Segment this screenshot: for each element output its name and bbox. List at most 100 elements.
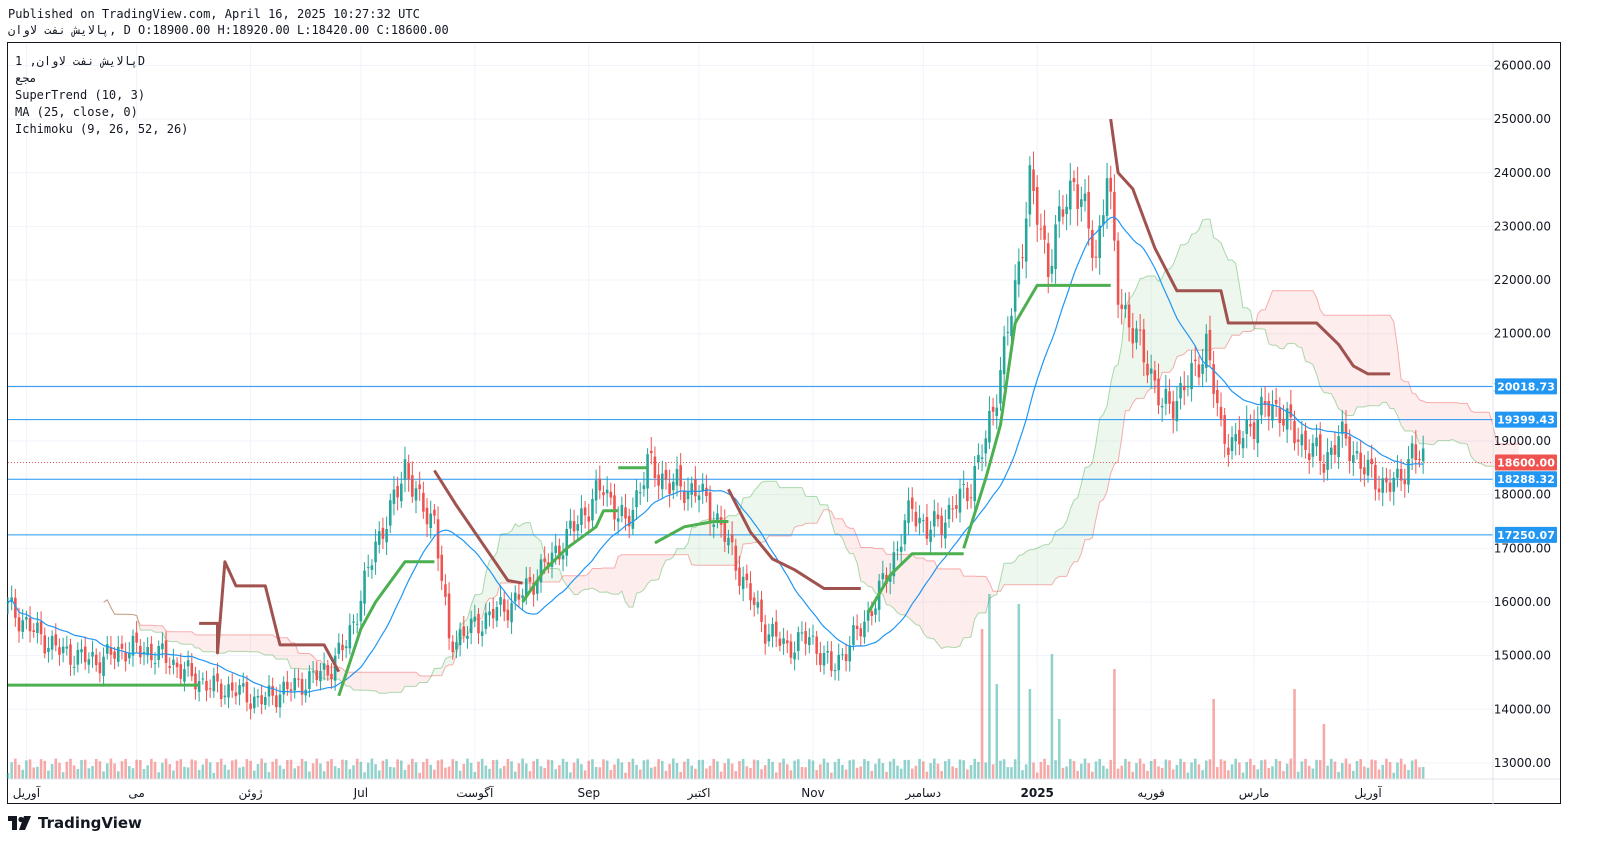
- volume-bar: [366, 762, 370, 779]
- ichimoku-cloud-segment: [824, 504, 828, 510]
- ichimoku-cloud-segment: [772, 481, 777, 536]
- ichimoku-cloud-segment: [585, 573, 589, 590]
- volume-bar: [888, 761, 892, 779]
- candle-body: [69, 644, 72, 665]
- volume-bar: [32, 767, 36, 779]
- volume-bar: [977, 761, 980, 779]
- candle-body: [451, 641, 455, 653]
- brand-footer[interactable]: TradingView: [8, 814, 142, 832]
- candle-body: [212, 675, 216, 692]
- volume-bar: [1010, 767, 1013, 779]
- ichimoku-cloud-segment: [603, 568, 608, 593]
- ichimoku-cloud-segment: [1051, 531, 1056, 585]
- ichimoku-cloud-segment: [757, 482, 762, 543]
- ichimoku-cloud-segment: [232, 634, 236, 652]
- volume-bar: [771, 761, 774, 779]
- candle-body: [1028, 165, 1032, 215]
- legend-supertrend[interactable]: SuperTrend (10, 3): [15, 88, 146, 102]
- candle-body: [679, 465, 682, 487]
- volume-bar: [1407, 770, 1410, 779]
- volume-bar: [638, 769, 642, 779]
- x-tick-label: آوریل: [1354, 785, 1382, 801]
- candle-body: [565, 528, 568, 556]
- volume-bar: [109, 758, 113, 779]
- candle-body: [230, 682, 234, 691]
- ichimoku-cloud-segment: [1077, 484, 1082, 562]
- volume-bar: [1296, 771, 1300, 779]
- price-chart[interactable]: 13000.00 14000.00 15000.00 16000.00 17000.00…: [0, 0, 1598, 810]
- candle-body: [234, 692, 238, 697]
- ichimoku-cloud-segment: [592, 568, 597, 590]
- candle-body: [385, 528, 388, 543]
- volume-bar: [502, 765, 506, 779]
- candle-body: [414, 488, 418, 501]
- ichimoku-cloud-segment: [1029, 549, 1034, 585]
- ichimoku-cloud-segment: [1198, 219, 1203, 351]
- volume-bar: [683, 761, 686, 779]
- volume-bar: [47, 770, 50, 779]
- ichimoku-cloud-segment: [662, 554, 666, 568]
- candle-body: [238, 685, 241, 695]
- legend-ichimoku[interactable]: Ichimoku (9, 26, 52, 26): [15, 122, 189, 136]
- candle-body: [1333, 445, 1337, 455]
- volume-bar: [1182, 762, 1186, 779]
- ichimoku-cloud-segment: [1044, 544, 1049, 585]
- candle-body: [21, 620, 24, 632]
- ichimoku-cloud-segment: [838, 518, 843, 539]
- volume-bar: [260, 758, 263, 779]
- candle-body: [400, 483, 403, 502]
- ichimoku-cloud-segment: [607, 568, 611, 594]
- volume-bar: [752, 759, 756, 779]
- candle-body: [208, 688, 212, 690]
- volume-bar: [933, 758, 936, 779]
- ichimoku-cloud-segment: [1136, 278, 1141, 399]
- volume-bar: [1396, 762, 1399, 779]
- volume-bar: [936, 763, 940, 779]
- volume-bar: [793, 760, 796, 779]
- candle-body: [1271, 404, 1274, 421]
- candle-body: [1002, 336, 1006, 375]
- volume-bar: [94, 758, 98, 779]
- ichimoku-cloud-segment: [144, 625, 148, 631]
- volume-bar: [194, 760, 197, 779]
- ichimoku-cloud-segment: [379, 672, 383, 694]
- y-tick-label: 19000.00: [1494, 434, 1551, 448]
- volume-bar: [1414, 759, 1418, 779]
- volume-bar: [966, 769, 969, 779]
- candle-body: [896, 549, 899, 551]
- ichimoku-cloud-segment: [533, 535, 538, 583]
- candle-body: [124, 651, 127, 662]
- candle-body: [1282, 419, 1285, 426]
- ichimoku-cloud-segment: [401, 672, 405, 693]
- candle-body: [1182, 385, 1186, 391]
- candle-body: [1190, 362, 1193, 390]
- candle-body: [848, 645, 852, 662]
- ichimoku-cloud-segment: [382, 672, 387, 694]
- candle-body: [168, 665, 172, 668]
- volume-bar: [1241, 772, 1245, 779]
- candle-body: [1138, 329, 1142, 331]
- candle-body: [1241, 438, 1245, 449]
- candle-body: [39, 621, 43, 635]
- candle-body: [131, 635, 135, 656]
- volume-bar: [39, 759, 43, 779]
- candle-body: [157, 646, 160, 660]
- ichimoku-cloud-segment: [669, 554, 674, 560]
- volume-bar: [690, 765, 693, 779]
- ichimoku-cloud-segment: [1489, 412, 1493, 467]
- candle-body: [1091, 229, 1094, 258]
- ichimoku-cloud-segment: [482, 573, 486, 619]
- volume-bar: [1238, 762, 1241, 779]
- ichimoku-cloud-segment: [254, 634, 258, 652]
- y-tick-label: 16000.00: [1494, 595, 1551, 609]
- candle-body: [377, 531, 381, 545]
- volume-bar: [789, 770, 793, 779]
- volume-bar: [999, 760, 1002, 779]
- ichimoku-cloud-segment: [1007, 563, 1012, 585]
- ichimoku-cloud-segment: [941, 568, 946, 649]
- volume-bar: [763, 765, 767, 779]
- volume-bar: [1072, 761, 1076, 779]
- legend-ma[interactable]: MA (25, close, 0): [15, 105, 138, 119]
- candle-body: [333, 655, 337, 681]
- volume-bar: [87, 768, 91, 779]
